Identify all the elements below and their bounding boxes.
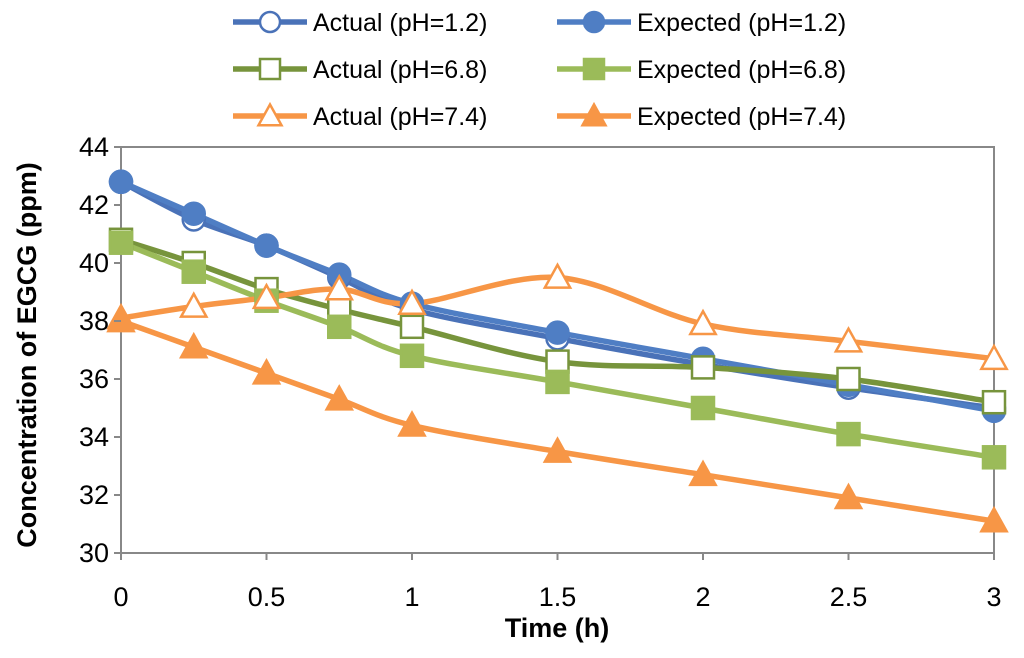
legend-marker <box>580 101 608 127</box>
series-line-4 <box>119 240 995 461</box>
legend-marker <box>258 57 282 81</box>
y-tick-label: 38 <box>79 306 109 336</box>
data-point-series-5 <box>833 326 864 353</box>
data-point-series-5 <box>979 343 1009 371</box>
data-point-series-5 <box>397 288 427 315</box>
data-point-series-6 <box>542 436 573 463</box>
legend-label: Actual (pH=7.4) <box>313 103 487 131</box>
data-point-series-5 <box>251 282 282 310</box>
x-tick-label: 0.5 <box>248 582 286 612</box>
legend-label: Actual (pH=6.8) <box>313 56 487 84</box>
legend-label: Expected (pH=6.8) <box>637 56 846 84</box>
x-tick-label: 1.5 <box>539 582 577 612</box>
series-line-3 <box>120 237 995 405</box>
data-point-series-2 <box>181 201 206 226</box>
data-point-series-5 <box>178 291 209 318</box>
x-tick-label: 1 <box>404 582 419 612</box>
legend-entry: Expected (pH=6.8) <box>557 56 846 84</box>
legend-entry: Expected (pH=7.4) <box>557 101 846 131</box>
data-point-series-3 <box>399 314 425 340</box>
data-point-series-6 <box>324 384 355 411</box>
data-point-series-4 <box>545 369 570 395</box>
data-point-series-3 <box>545 349 570 374</box>
legend-marker <box>256 101 284 127</box>
data-point-series-6 <box>178 331 209 359</box>
series-line-1 <box>119 179 995 411</box>
x-tick-label: 2 <box>695 582 710 612</box>
legend-marker <box>258 10 282 34</box>
data-point-series-3 <box>836 366 861 392</box>
series-line-6 <box>120 318 995 524</box>
series-line-5 <box>120 274 995 362</box>
data-point-series-4 <box>399 343 425 369</box>
data-point-series-5 <box>688 308 718 336</box>
data-point-series-4 <box>981 445 1007 470</box>
legend-entry: Expected (pH=1.2) <box>557 9 846 37</box>
data-point-series-5 <box>542 262 573 289</box>
data-point-series-4 <box>108 230 134 255</box>
legend-label: Expected (pH=1.2) <box>637 9 846 37</box>
data-point-series-2 <box>108 169 134 195</box>
data-point-series-3 <box>981 389 1007 415</box>
data-point-series-6 <box>106 305 136 333</box>
x-tick-label: 3 <box>986 582 1001 612</box>
y-tick-label: 34 <box>79 422 109 452</box>
legend-marker <box>582 57 606 81</box>
x-axis-title: Time (h) <box>505 613 610 643</box>
y-tick-label: 32 <box>79 480 109 510</box>
y-tick-label: 30 <box>79 538 109 568</box>
data-point-series-4 <box>181 259 206 284</box>
data-point-series-2 <box>254 233 279 258</box>
y-tick-label: 44 <box>79 132 109 162</box>
x-tick-label: 0 <box>113 582 128 612</box>
data-point-series-2 <box>545 320 570 345</box>
legend-label: Expected (pH=7.4) <box>637 103 846 131</box>
series-line-2 <box>119 179 995 414</box>
y-axis-title: Concentration of EGCG (ppm) <box>12 162 42 547</box>
data-point-series-4 <box>690 395 716 421</box>
legend-label: Actual (pH=1.2) <box>313 9 487 37</box>
legend-marker <box>582 10 606 34</box>
y-tick-label: 36 <box>79 364 109 394</box>
data-point-series-4 <box>836 421 861 447</box>
legend-entry: Actual (pH=7.4) <box>233 101 487 131</box>
legend-entry: Actual (pH=6.8) <box>233 56 487 84</box>
data-point-series-3 <box>690 355 716 380</box>
y-tick-label: 40 <box>79 248 109 278</box>
data-point-series-6 <box>979 505 1009 533</box>
legend-entry: Actual (pH=1.2) <box>233 9 487 37</box>
data-point-series-5 <box>324 273 355 301</box>
data-point-series-6 <box>833 482 864 510</box>
y-tick-label: 42 <box>79 190 109 220</box>
data-point-series-6 <box>688 459 718 487</box>
x-tick-label: 2.5 <box>830 582 868 612</box>
data-point-series-6 <box>251 357 282 385</box>
data-point-series-4 <box>327 314 352 340</box>
data-point-series-6 <box>397 410 427 437</box>
